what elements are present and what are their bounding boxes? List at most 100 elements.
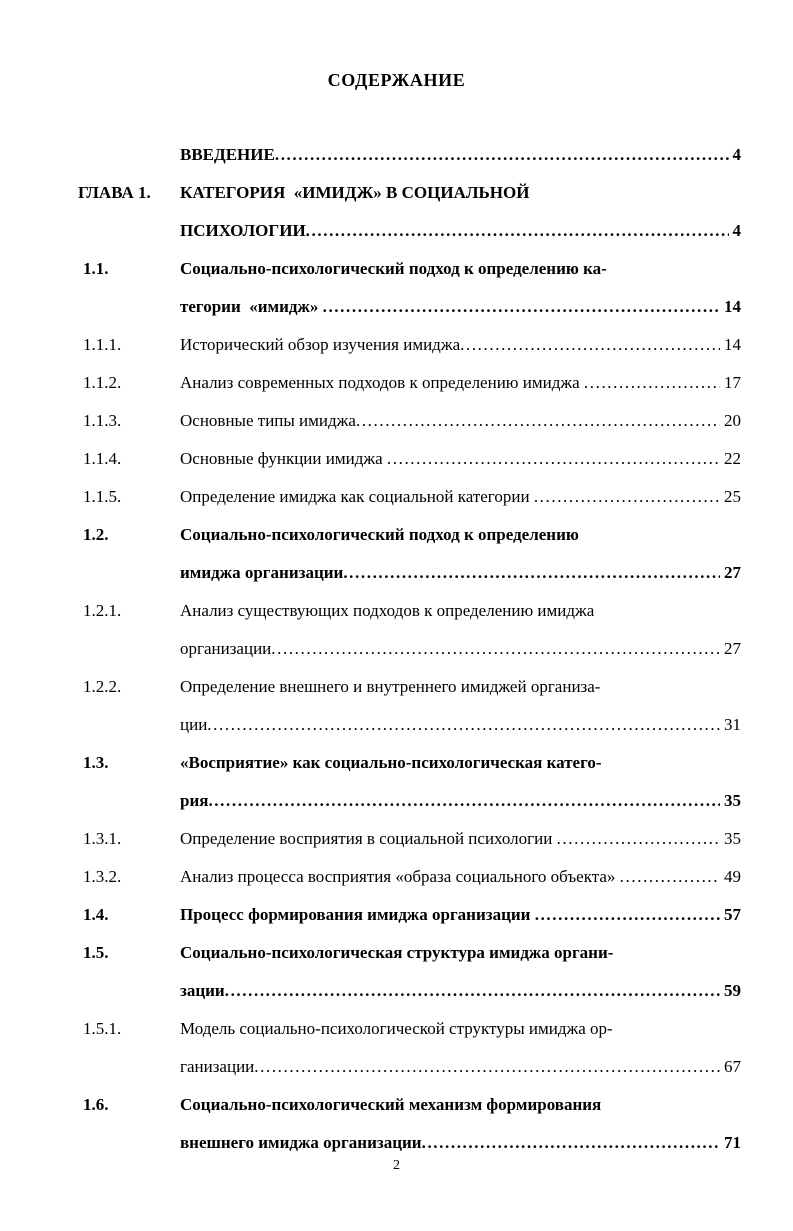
toc-entry-title: Социально-психологический подход к опред… [180, 259, 607, 278]
toc-entry[interactable]: 1.1.1. Исторический обзор изучения имиджа… [83, 326, 741, 364]
toc-entry-body: Определение имиджа как социальной катего… [180, 478, 741, 516]
toc-dot-leader: ........................................… [534, 905, 720, 924]
toc-entry-title: Основные функции имиджа [180, 449, 387, 468]
toc-entry-body: Социально-психологический механизм форми… [180, 1086, 741, 1162]
toc-entry-title: Определение восприятия в социальной псих… [180, 829, 557, 848]
toc-entry-title: Социально-психологический механизм форми… [180, 1095, 602, 1114]
toc-entry-line: Анализ современных подходов к определени… [180, 364, 741, 402]
toc-entry-body: Основные функции имиджа ................… [180, 440, 741, 478]
toc-page-number: 25 [724, 487, 741, 506]
toc-entry-number: 1.2.1. [83, 601, 122, 620]
toc-entry[interactable]: 1.1.2. Анализ современных подходов к опре… [83, 364, 741, 402]
toc-dot-leader: ........................................… [386, 449, 720, 468]
toc-entry-title: Модель социально-психологической структу… [180, 1019, 613, 1038]
toc-page-number: 59 [724, 981, 741, 1000]
toc-page-number: 14 [724, 297, 741, 316]
toc-page-number: 20 [724, 411, 741, 430]
toc-entry-line: Основные функции имиджа ................… [180, 440, 741, 478]
toc-page-number: 71 [724, 1133, 741, 1152]
toc-page-number: 35 [724, 829, 741, 848]
toc-dot-leader: ........................................… [460, 335, 720, 354]
toc-dot-leader: ........................................… [533, 487, 720, 506]
toc-entry-body: Социально-психологическая структура имид… [180, 934, 741, 1010]
toc-dot-leader: ........................................… [207, 715, 720, 734]
toc-entry[interactable]: 1.1.5. Определение имиджа как социальной … [83, 478, 741, 516]
toc-entry-title: «Восприятие» как социально-психологическ… [180, 753, 602, 772]
toc-entry-title: КАТЕГОРИЯ «ИМИДЖ» В СОЦИАЛЬНОЙ [180, 183, 530, 202]
toc-entry[interactable]: 1.3. «Восприятие» как социально-психологи… [83, 744, 741, 820]
toc-entry-number: 1.1.1. [83, 335, 122, 354]
toc-entry-number: 1.1. [83, 259, 109, 278]
toc-entry[interactable]: 1.1. Социально-психологический подход к о… [83, 250, 741, 326]
toc-entry-line: Процесс формирования имиджа организации … [180, 896, 741, 934]
toc-entry-body: Анализ существующих подходов к определен… [180, 592, 741, 668]
toc-entry-number: 1.2.2. [83, 677, 122, 696]
toc-page-number: 67 [724, 1057, 741, 1076]
toc-entry[interactable]: 1.3.2. Анализ процесса восприятия «образа… [83, 858, 741, 896]
toc-entry-body: Исторический обзор изучения имиджа......… [180, 326, 741, 364]
toc-page-number: 27 [724, 563, 741, 582]
toc-entry[interactable]: 1.5. Социально-психологическая структура … [83, 934, 741, 1010]
toc-dot-leader: ........................................… [619, 867, 720, 886]
toc-entry-body: Определение внешнего и внутреннего имидж… [180, 668, 741, 744]
toc-entry[interactable]: 1.4. Процесс формирования имиджа организа… [83, 896, 741, 934]
toc-dot-leader: ........................................… [208, 791, 720, 810]
toc-entry-title: Определение внешнего и внутреннего имидж… [180, 677, 601, 696]
toc-entry[interactable]: 1.2.2. Определение внешнего и внутреннего… [83, 668, 741, 744]
toc-dot-leader: ........................................… [583, 373, 720, 392]
toc-dot-leader: ........................................… [355, 411, 720, 430]
toc-entry-number: 1.1.2. [83, 373, 122, 392]
toc-entry-line: Социально-психологический подход к опред… [180, 516, 741, 554]
toc-entry-body: КАТЕГОРИЯ «ИМИДЖ» В СОЦИАЛЬНОЙ..........… [180, 174, 741, 250]
toc-entry[interactable]: 1.1.3. Основные типы имиджа..............… [83, 402, 741, 440]
toc-entry-title: ганизации [180, 1057, 255, 1076]
toc-page-number: 4 [732, 221, 742, 240]
page-title: СОДЕРЖАНИЕ [327, 70, 466, 90]
table-of-contents: ВВЕДЕНИЕ................................… [78, 136, 741, 1162]
toc-entry[interactable]: ГЛАВА 1. КАТЕГОРИЯ «ИМИДЖ» В СОЦИАЛЬНОЙ..… [78, 174, 741, 250]
toc-entry-body: «Восприятие» как социально-психологическ… [180, 744, 741, 820]
toc-entry-body: Основные типы имиджа....................… [180, 402, 741, 440]
toc-entry[interactable]: 1.2.1. Анализ существующих подходов к опр… [83, 592, 741, 668]
toc-entry-number: 1.6. [83, 1095, 109, 1114]
toc-dot-leader: ........................................… [421, 1133, 720, 1152]
toc-entry-title: Основные типы имиджа [180, 411, 356, 430]
toc-entry-title: Определение имиджа как социальной катего… [180, 487, 534, 506]
toc-entry-line: Модель социально-психологической структу… [180, 1010, 741, 1048]
toc-dot-leader: ........................................… [224, 981, 720, 1000]
toc-entry-number: 1.3. [83, 753, 109, 772]
toc-entry-line: рия.....................................… [180, 782, 741, 820]
toc-entry-line: Социально-психологический механизм форми… [180, 1086, 741, 1124]
toc-dot-leader: ........................................… [343, 563, 720, 582]
toc-entry-line: «Восприятие» как социально-психологическ… [180, 744, 741, 782]
toc-entry[interactable]: 1.2. Социально-психологический подход к о… [83, 516, 741, 592]
toc-dot-leader: ........................................… [274, 145, 729, 164]
toc-entry-title: ции [180, 715, 208, 734]
toc-entry[interactable]: ВВЕДЕНИЕ................................… [83, 136, 741, 174]
toc-entry-line: зации...................................… [180, 972, 741, 1010]
toc-entry-line: внешнего имиджа организации.............… [180, 1124, 741, 1162]
toc-entry-title: Социально-психологический подход к опред… [180, 525, 579, 544]
toc-page-number: 35 [724, 791, 741, 810]
toc-entry-title: Процесс формирования имиджа организации [180, 905, 535, 924]
toc-entry[interactable]: 1.3.1. Определение восприятия в социально… [83, 820, 741, 858]
toc-dot-leader: ........................................… [305, 221, 729, 240]
toc-entry-title: рия [180, 791, 209, 810]
toc-entry-title: Анализ процесса восприятия «образа социа… [180, 867, 620, 886]
toc-entry-body: Определение восприятия в социальной псих… [180, 820, 741, 858]
toc-entry-line: организации.............................… [180, 630, 741, 668]
toc-entry-number: 1.1.3. [83, 411, 122, 430]
toc-entry-line: имиджа организации......................… [180, 554, 741, 592]
toc-dot-leader: ........................................… [271, 639, 720, 658]
toc-entry[interactable]: 1.6. Социально-психологический механизм ф… [83, 1086, 741, 1162]
toc-entry-line: Анализ процесса восприятия «образа социа… [180, 858, 741, 896]
toc-entry[interactable]: 1.1.4. Основные функции имиджа ..........… [83, 440, 741, 478]
toc-page-number: 17 [724, 373, 741, 392]
toc-page-number: 14 [724, 335, 741, 354]
toc-entry-line: Основные типы имиджа....................… [180, 402, 741, 440]
toc-entry-line: Определение восприятия в социальной псих… [180, 820, 741, 858]
toc-entry-line: Анализ существующих подходов к определен… [180, 592, 741, 630]
toc-entry-number: 1.4. [83, 905, 109, 924]
toc-entry[interactable]: 1.5.1. Модель социально-психологической с… [83, 1010, 741, 1086]
toc-entry-body: Модель социально-психологической структу… [180, 1010, 741, 1086]
